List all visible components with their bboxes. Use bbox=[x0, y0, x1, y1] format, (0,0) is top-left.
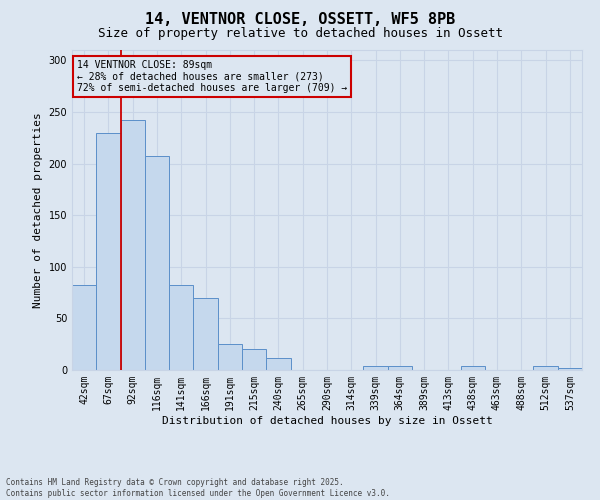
Text: Contains HM Land Registry data © Crown copyright and database right 2025.
Contai: Contains HM Land Registry data © Crown c… bbox=[6, 478, 390, 498]
Bar bbox=[218, 344, 242, 370]
Bar bbox=[72, 286, 96, 370]
Text: 14, VENTNOR CLOSE, OSSETT, WF5 8PB: 14, VENTNOR CLOSE, OSSETT, WF5 8PB bbox=[145, 12, 455, 28]
Y-axis label: Number of detached properties: Number of detached properties bbox=[33, 112, 43, 308]
Text: 14 VENTNOR CLOSE: 89sqm
← 28% of detached houses are smaller (273)
72% of semi-d: 14 VENTNOR CLOSE: 89sqm ← 28% of detache… bbox=[77, 60, 347, 93]
Bar bbox=[242, 350, 266, 370]
Bar bbox=[121, 120, 145, 370]
Text: Size of property relative to detached houses in Ossett: Size of property relative to detached ho… bbox=[97, 28, 503, 40]
Bar bbox=[364, 366, 388, 370]
Bar bbox=[461, 366, 485, 370]
Bar bbox=[533, 366, 558, 370]
Bar bbox=[169, 286, 193, 370]
X-axis label: Distribution of detached houses by size in Ossett: Distribution of detached houses by size … bbox=[161, 416, 493, 426]
Bar bbox=[96, 132, 121, 370]
Bar bbox=[193, 298, 218, 370]
Bar bbox=[266, 358, 290, 370]
Bar bbox=[558, 368, 582, 370]
Bar bbox=[145, 156, 169, 370]
Bar bbox=[388, 366, 412, 370]
